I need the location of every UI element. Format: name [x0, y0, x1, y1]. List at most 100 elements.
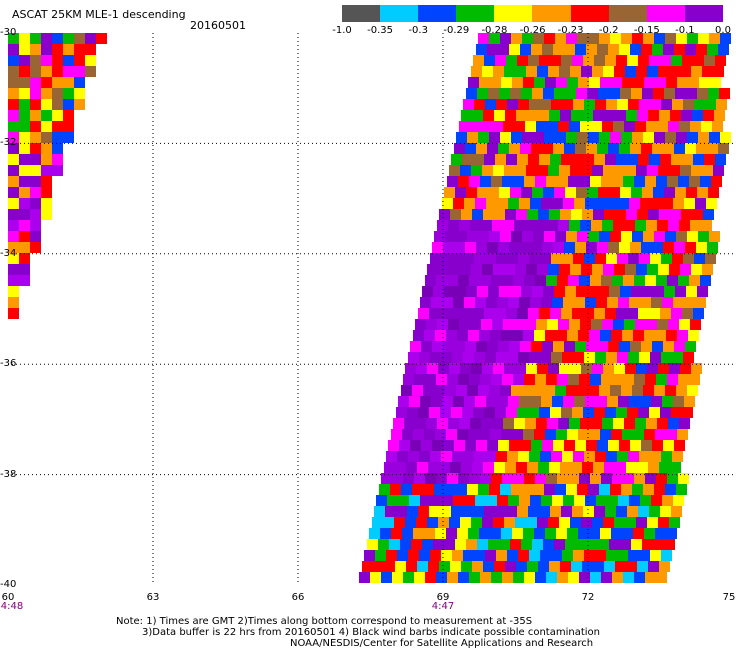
swath-cell [8, 99, 19, 110]
swath-cell [563, 495, 574, 506]
swath-cell [577, 33, 588, 44]
swath-cell [441, 253, 452, 264]
swath-cell [471, 165, 482, 176]
swath-cell [491, 374, 502, 385]
swath-cell [677, 429, 688, 440]
swath-cell [532, 187, 543, 198]
swath-cell [470, 319, 481, 330]
swath-cell [505, 561, 516, 572]
swath-cell [586, 341, 597, 352]
swath-cell [375, 550, 386, 561]
colorbar-segment [380, 5, 419, 22]
swath-cell [536, 418, 547, 429]
swath-cell [523, 330, 534, 341]
swath-cell [703, 209, 714, 220]
swath-cell [675, 286, 686, 297]
swath-cell [488, 88, 499, 99]
swath-cell [8, 66, 19, 77]
swath-cell [665, 132, 676, 143]
swath-cell [583, 407, 594, 418]
swath-cell [622, 77, 633, 88]
swath-cell [457, 528, 468, 539]
swath-cell [707, 143, 718, 154]
swath-cell [570, 363, 581, 374]
swath-cell [457, 330, 468, 341]
swath-cell [635, 319, 646, 330]
swath-cell [588, 385, 599, 396]
swath-cell [30, 143, 41, 154]
swath-cell [611, 77, 622, 88]
swath-cell [652, 143, 663, 154]
swath-cell [510, 539, 521, 550]
swath-cell [553, 341, 564, 352]
swath-cell [579, 374, 590, 385]
swath-cell [481, 418, 492, 429]
swath-cell [647, 264, 658, 275]
swath-cell [535, 374, 546, 385]
swath-cell [675, 187, 686, 198]
swath-cell [630, 242, 641, 253]
swath-cell [565, 187, 576, 198]
swath-cell [655, 77, 666, 88]
swath-cell [602, 319, 613, 330]
colorbar-tick-label: -0.26 [519, 25, 546, 36]
swath-cell [403, 374, 414, 385]
swath-cell [471, 66, 482, 77]
swath-cell [460, 363, 471, 374]
swath-cell [461, 561, 472, 572]
swath-cell [590, 176, 601, 187]
swath-cell [509, 242, 520, 253]
swath-cell [485, 253, 496, 264]
swath-cell [557, 572, 568, 583]
swath-cell [457, 429, 468, 440]
swath-cell [676, 385, 687, 396]
swath-cell [485, 352, 496, 363]
swath-cell [472, 462, 483, 473]
swath-cell [697, 187, 708, 198]
swath-cell [490, 528, 501, 539]
swath-cell [526, 363, 537, 374]
swath-cell [611, 528, 622, 539]
swath-cell [473, 55, 484, 66]
swath-cell [592, 66, 603, 77]
swath-cell [448, 418, 459, 429]
swath-cell [544, 33, 555, 44]
swath-cell [477, 187, 488, 198]
swath-cell [480, 275, 491, 286]
swath-cell [657, 418, 668, 429]
swath-cell [418, 407, 429, 418]
swath-cell [85, 33, 96, 44]
swath-cell [406, 462, 417, 473]
swath-cell [30, 209, 41, 220]
swath-cell [705, 99, 716, 110]
swath-cell [549, 209, 560, 220]
swath-cell [559, 363, 570, 374]
colorbar-segment [494, 5, 533, 22]
swath-cell [669, 264, 680, 275]
swath-cell [666, 429, 677, 440]
swath-cell [523, 429, 534, 440]
swath-cell [523, 528, 534, 539]
swath-cell [591, 319, 602, 330]
swath-cell [504, 264, 515, 275]
swath-cell [575, 341, 586, 352]
swath-cell [706, 198, 717, 209]
swath-cell [598, 539, 609, 550]
swath-cell [553, 242, 564, 253]
swath-cell [19, 198, 30, 209]
swath-cell [550, 55, 561, 66]
swath-cell [601, 275, 612, 286]
swath-cell [471, 363, 482, 374]
swath-cell [410, 440, 421, 451]
longitude-label: 63 [146, 592, 160, 603]
swath-cell [432, 341, 443, 352]
swath-cell [576, 539, 587, 550]
swath-cell [645, 176, 656, 187]
swath-cell [8, 198, 19, 209]
swath-cell [496, 550, 507, 561]
swath-cell [521, 187, 532, 198]
swath-cell [476, 44, 487, 55]
swath-cell [652, 341, 663, 352]
swath-cell [684, 297, 695, 308]
swath-cell [688, 330, 699, 341]
